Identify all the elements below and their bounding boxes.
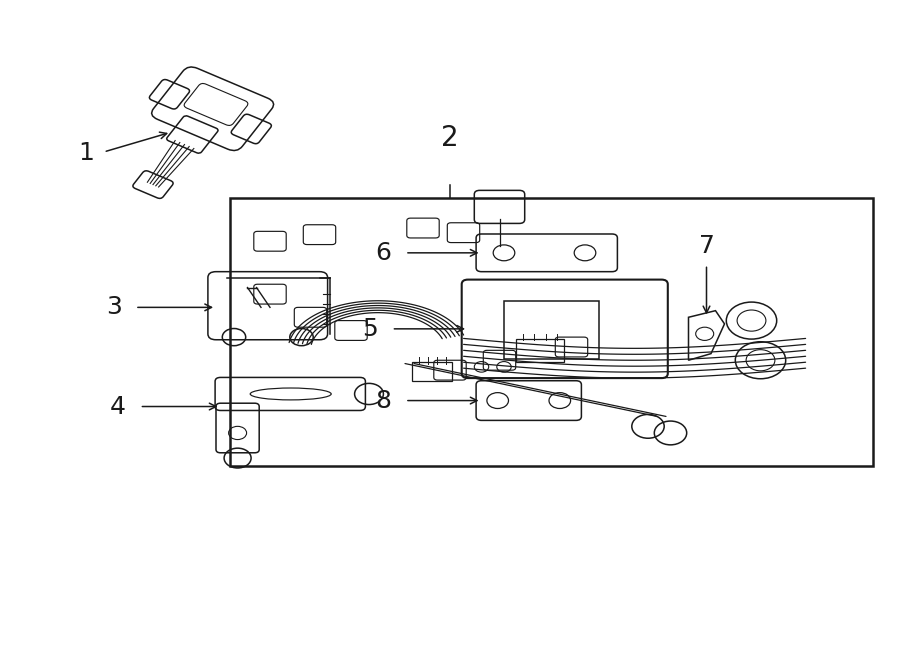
Bar	[230, 198, 873, 466]
Bar	[504, 301, 598, 359]
Text: 4: 4	[110, 395, 126, 418]
Text: 6: 6	[375, 241, 392, 265]
Text: 8: 8	[375, 389, 392, 412]
Text: 5: 5	[363, 317, 378, 341]
Text: 7: 7	[698, 234, 715, 258]
Text: 2: 2	[441, 124, 459, 152]
Text: 3: 3	[105, 295, 122, 319]
Text: 1: 1	[78, 141, 94, 165]
